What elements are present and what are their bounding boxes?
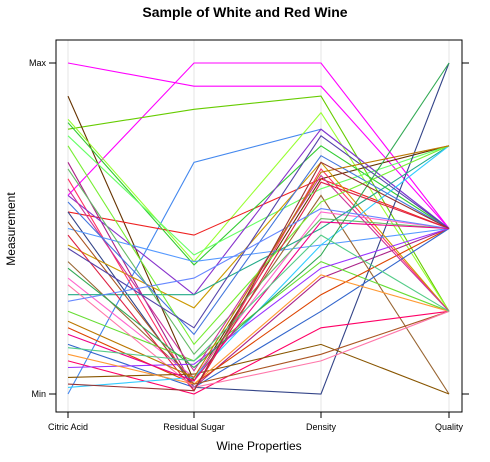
series-line-19 (67, 228, 450, 385)
x-tick-label-3: Quality (435, 422, 464, 432)
series-line-36 (67, 145, 450, 379)
series-line-15 (67, 194, 450, 395)
series-lines (67, 62, 450, 395)
series-line-32 (67, 135, 450, 329)
series-line-5 (67, 111, 450, 312)
x-tick-label-0: Citric Acid (48, 422, 88, 432)
chart-title: Sample of White and Red Wine (142, 4, 347, 20)
series-line-0 (67, 62, 450, 229)
series-line-17 (68, 145, 450, 296)
series-line-9 (67, 162, 450, 389)
series-line-21 (67, 310, 450, 395)
series-line-14 (67, 161, 450, 312)
y-axis-label: Measurement (4, 192, 18, 266)
x-tick-label-1: Residual Sugar (163, 422, 225, 432)
series-line-31 (67, 181, 450, 392)
series-line-34 (67, 284, 450, 388)
series-line-8 (67, 135, 450, 256)
y-tick-label-1: Max (29, 58, 47, 68)
series-line-25 (67, 145, 450, 388)
series-line-23 (67, 227, 450, 369)
series-line-12 (67, 62, 450, 395)
series-line-6 (67, 178, 450, 236)
series-line-29 (67, 145, 450, 346)
series-line-39 (67, 161, 450, 392)
series-line-38 (67, 234, 450, 362)
x-tick-label-2: Density (306, 422, 337, 432)
gridlines (67, 40, 450, 412)
x-axis-label: Wine Properties (216, 439, 301, 453)
y-axis: Min Max (29, 58, 469, 399)
series-line-37 (67, 221, 450, 382)
series-line-24 (67, 274, 450, 385)
series-line-22 (67, 343, 450, 395)
series-line-16 (67, 211, 450, 379)
series-line-30 (67, 221, 450, 385)
plot-frame (55, 39, 463, 413)
series-line-28 (67, 154, 450, 336)
y-tick-label-0: Min (31, 389, 46, 399)
series-line-35 (67, 208, 450, 302)
series-line-1 (67, 62, 450, 229)
series-line-10 (67, 167, 450, 392)
x-axis: Citric Acid Residual Sugar Density Quality (48, 412, 464, 432)
series-line-18 (67, 260, 450, 362)
